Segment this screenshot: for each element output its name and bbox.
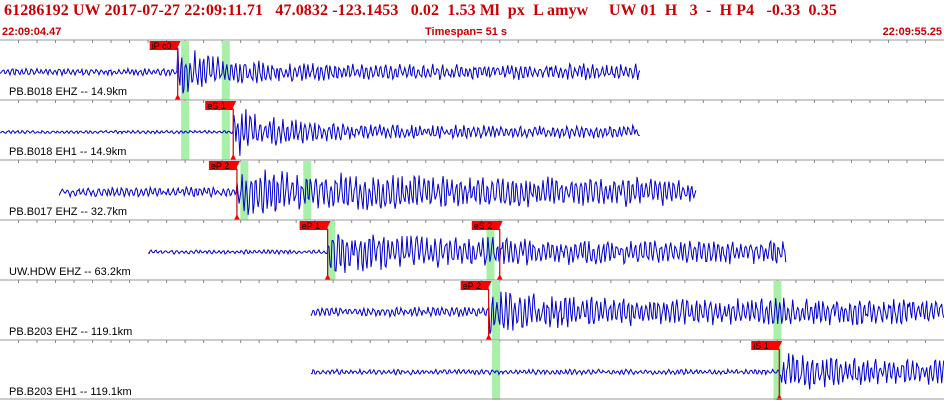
trace-row[interactable]: iS 1 (0, 339, 944, 400)
pick-window (486, 221, 495, 280)
timespan-label: Timespan= 51 s (425, 26, 508, 38)
pick-flag[interactable] (149, 41, 178, 50)
event-summary-line: 61286192 UW 2017-07-27 22:09:11.71 47.08… (4, 2, 837, 19)
pick-window (181, 101, 190, 160)
end-time-label: 22:09:55.25 (882, 26, 942, 38)
trace-station-label: PB.B018 EH1 -- 14.9km (9, 146, 127, 158)
pick-label: eP 1 (302, 221, 320, 231)
pick-flag[interactable] (460, 281, 489, 290)
pick-arrow-bottom (485, 334, 492, 340)
trace-station-label: PB.B017 EHZ -- 32.7km (9, 206, 127, 218)
trace-row[interactable]: eP 1 eS 2 (0, 219, 944, 280)
pick-flag[interactable] (471, 221, 500, 230)
trace-row[interactable]: eS 1 (0, 99, 944, 160)
pick-arrow-bottom (233, 214, 240, 220)
pick-arrow-bottom (174, 94, 181, 100)
waveform (147, 234, 787, 274)
waveform (0, 47, 641, 94)
trace-row[interactable]: eP 2 (0, 279, 944, 340)
pick-label: eP 2 (211, 161, 229, 171)
pick-arrow-top (485, 281, 492, 287)
pick-window (240, 161, 249, 220)
trace-station-label: PB.B018 EHZ -- 14.9km (9, 86, 127, 98)
pick-label: iS 1 (753, 341, 769, 351)
pick-window (773, 281, 782, 340)
pick-window (221, 101, 230, 160)
pick-flag[interactable] (751, 341, 780, 350)
pick-arrow-top (776, 341, 783, 347)
pick-arrow-top (324, 221, 331, 227)
waveform (310, 353, 944, 390)
pick-flag[interactable] (299, 221, 328, 230)
pick-arrow-top (233, 161, 240, 167)
pick-arrow-bottom (324, 274, 331, 280)
pick-label: eS 2 (474, 221, 493, 231)
pick-arrow-bottom (230, 154, 237, 160)
pick-arrow-bottom (496, 274, 503, 280)
trace-station-label: PB.B203 EH1 -- 119.1km (9, 386, 132, 398)
pick-flag[interactable] (208, 161, 237, 170)
pick-label: eP 2 (463, 281, 481, 291)
start-time-label: 22:09:04.47 (2, 26, 62, 38)
pick-flag[interactable] (205, 101, 234, 110)
event-header: 61286192 UW 2017-07-27 22:09:11.71 47.08… (0, 0, 944, 40)
pick-arrow-top (174, 41, 181, 47)
pick-label: eS 1 (207, 101, 226, 111)
pick-arrow-top (496, 221, 503, 227)
trace-station-label: PB.B203 EHZ -- 119.1km (9, 326, 133, 338)
pick-label: iP c0 (152, 41, 172, 51)
trace-station-label: UW.HDW EHZ -- 63.2km (9, 266, 131, 278)
pick-arrow-top (230, 101, 237, 107)
waveform (310, 291, 944, 335)
waveform (0, 109, 640, 156)
trace-row[interactable]: iP c0 (0, 39, 944, 100)
trace-row[interactable]: eP 2 (0, 159, 944, 220)
waveform (58, 169, 697, 215)
